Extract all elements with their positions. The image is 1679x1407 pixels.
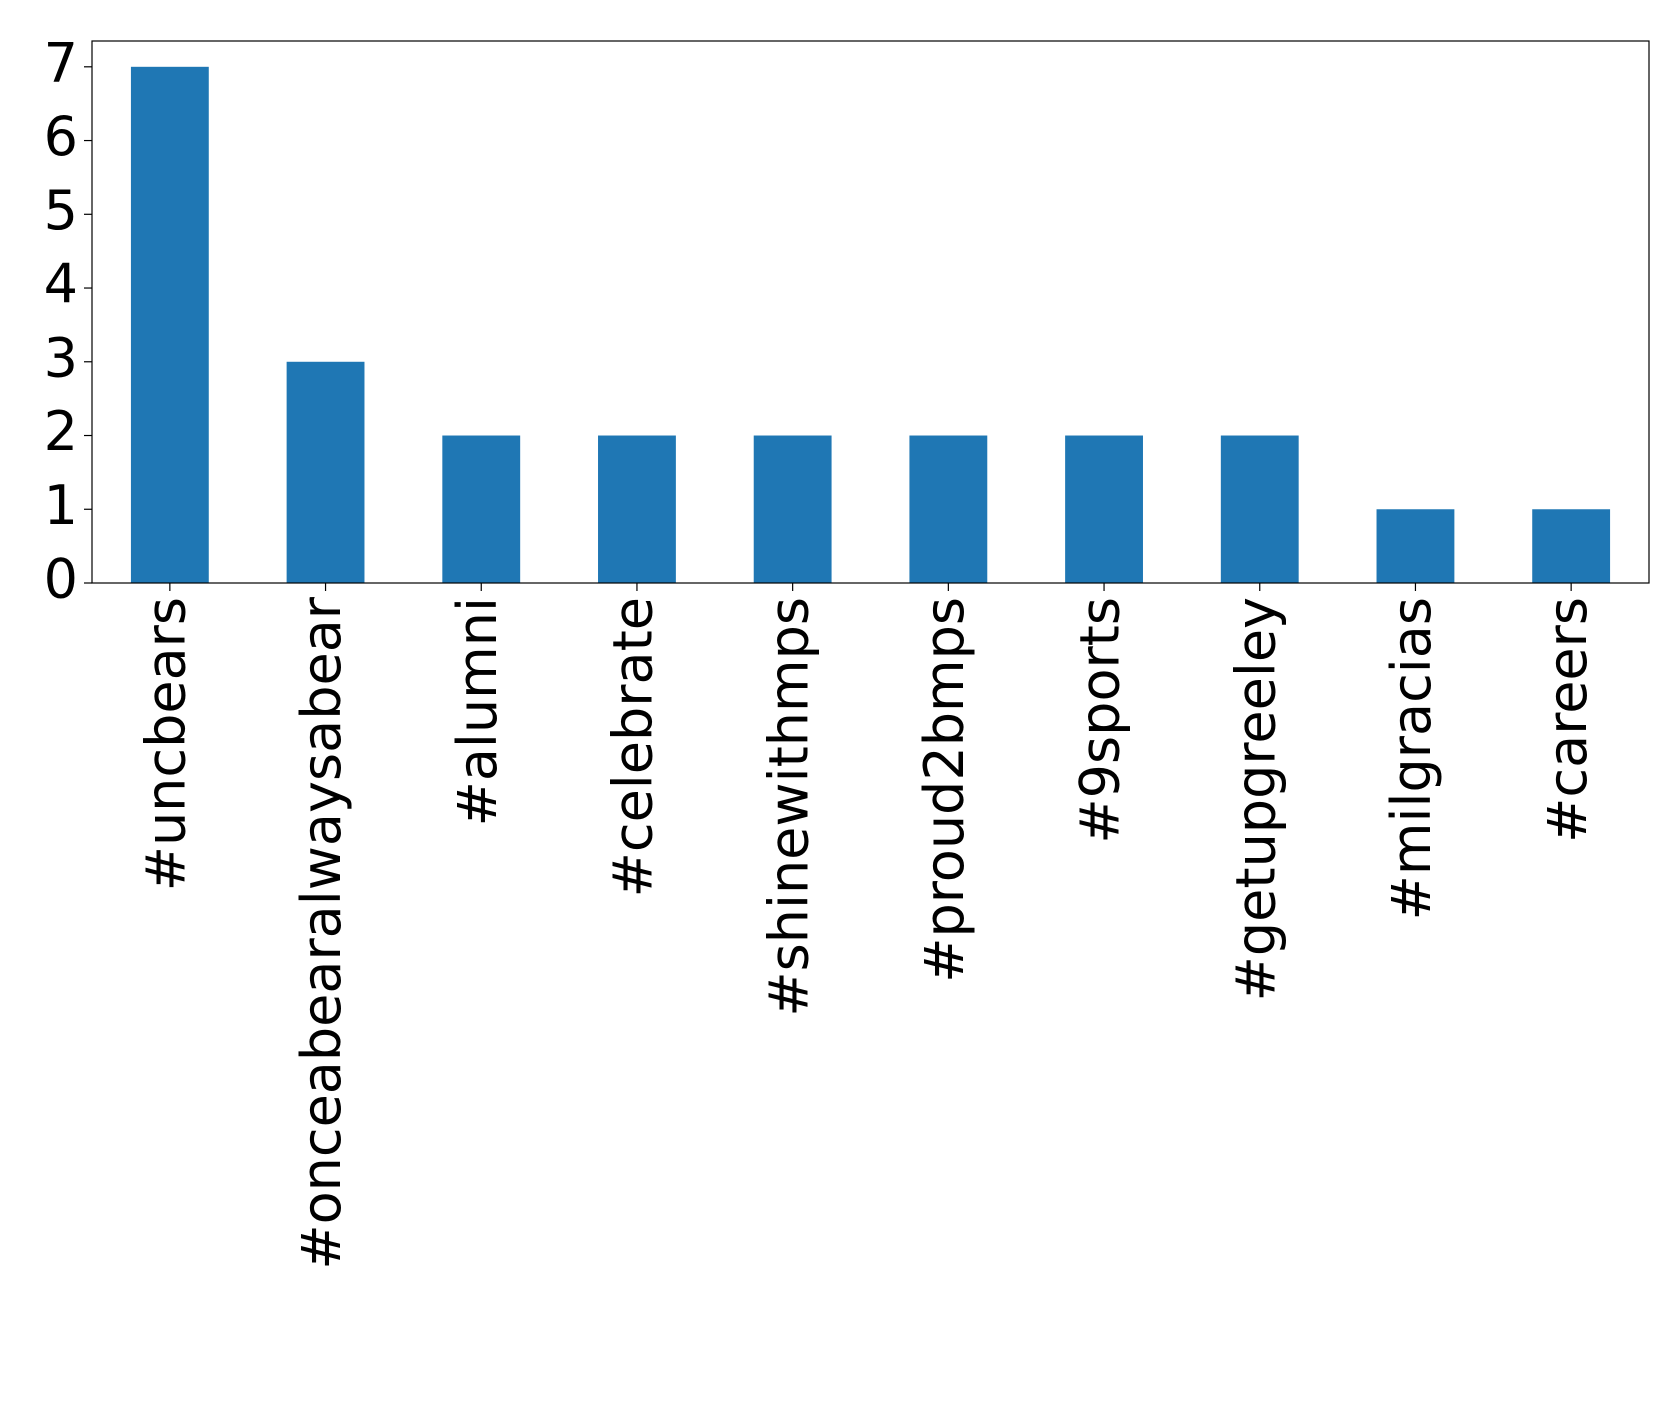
- bar: [130, 66, 209, 584]
- bar: [1376, 509, 1455, 583]
- y-tick-label: 2: [44, 400, 78, 463]
- y-tick-label: 6: [44, 105, 78, 168]
- bar: [286, 361, 365, 583]
- bar: [1065, 435, 1143, 583]
- x-tick-label: #9sports: [1069, 597, 1132, 844]
- bar: [442, 435, 521, 583]
- x-tick-label: #onceabearalwaysabear: [290, 596, 353, 1269]
- y-tick-label: 1: [44, 474, 78, 537]
- y-tick-label: 0: [44, 548, 78, 611]
- x-tick-label: #shinewithmps: [757, 597, 820, 1017]
- bar: [909, 435, 988, 583]
- x-tick-label: #uncbears: [134, 597, 197, 891]
- y-tick-label: 7: [44, 31, 78, 94]
- y-tick-label: 5: [44, 179, 78, 242]
- plot-frame: [91, 40, 1650, 584]
- y-tick-label: 4: [44, 253, 78, 316]
- x-tick-label: #proud2bmps: [913, 597, 976, 983]
- bar: [598, 435, 676, 583]
- x-tick-label: #celebrate: [602, 597, 665, 897]
- x-tick-label: #milgracias: [1380, 597, 1443, 920]
- bar: [1220, 435, 1299, 583]
- x-tick-label: #alumni: [446, 597, 509, 826]
- bar: [753, 435, 832, 583]
- x-tick-label: #getupgreeley: [1224, 597, 1287, 1001]
- y-tick-label: 3: [44, 326, 78, 389]
- bar: [1532, 509, 1611, 583]
- x-tick-label: #careers: [1536, 597, 1599, 843]
